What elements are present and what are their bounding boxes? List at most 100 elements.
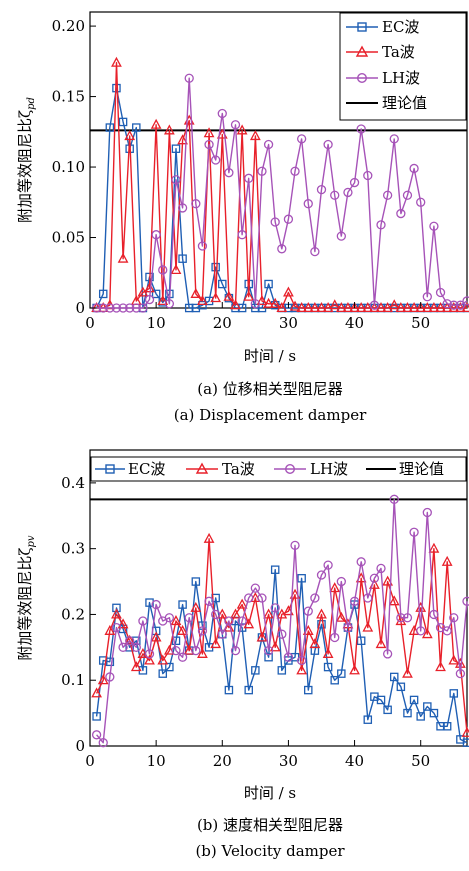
- data-point-lh-a: [303, 199, 313, 209]
- data-point-lh-b: [296, 655, 307, 666]
- data-point-ta-a: [190, 287, 202, 298]
- legend-b: EC波 Ta波 LH波 理论值: [90, 456, 467, 482]
- data-point-ta-a: [163, 124, 175, 135]
- plot-frame-b: [89, 449, 468, 747]
- series-line-lh-a: [96, 77, 468, 309]
- data-point-ta-a: [144, 282, 155, 293]
- data-point-ta-b: [322, 647, 334, 658]
- y-tick-label-a: 0: [75, 299, 85, 317]
- data-point-ec-b: [158, 669, 168, 678]
- data-point-ta-b: [435, 661, 446, 672]
- data-point-lh-b: [230, 645, 241, 656]
- data-point-ta-b: [203, 532, 215, 543]
- data-point-lh-a: [455, 300, 466, 310]
- data-point-ta-a: [349, 302, 360, 313]
- data-point-lh-a: [131, 303, 141, 313]
- caption-en-b: (b) Velocity damper: [195, 842, 345, 860]
- data-point-ta-b: [243, 618, 255, 629]
- data-point-ec-b: [171, 636, 181, 646]
- x-tick-label-a: 30: [279, 314, 298, 332]
- data-point-ec-b: [330, 675, 339, 685]
- series-group-b: [91, 494, 469, 748]
- data-point-lh-a: [323, 139, 333, 150]
- data-point-ta-b: [230, 608, 241, 619]
- data-point-ta-b: [441, 555, 453, 566]
- data-point-ta-b: [329, 582, 341, 593]
- data-point-ec-b: [376, 695, 386, 705]
- data-point-ec-a: [218, 279, 227, 289]
- data-point-lh-b: [244, 593, 254, 603]
- chart-displacement-damper: 0 10 20 30 40 50 0 0.05 0.10 0.15 0.20 EC波 Ta波 LH波…: [16, 11, 469, 424]
- data-point-lh-b: [91, 730, 102, 740]
- data-point-lh-a: [422, 292, 432, 302]
- data-point-ta-b: [111, 608, 122, 619]
- data-point-lh-b: [336, 576, 346, 587]
- data-point-ec-a: [151, 289, 161, 299]
- data-point-lh-a: [369, 300, 380, 310]
- data-point-ec-a: [118, 117, 128, 127]
- data-point-ta-a: [230, 299, 241, 310]
- data-point-lh-b: [429, 609, 439, 620]
- data-point-lh-b: [98, 738, 108, 748]
- data-point-lh-a: [237, 230, 247, 240]
- data-point-lh-a: [376, 220, 386, 230]
- data-point-lh-a: [356, 124, 366, 134]
- data-point-lh-a: [429, 221, 439, 231]
- legend-label-ta-b: Ta波: [222, 460, 255, 478]
- data-point-ta-b: [91, 687, 103, 698]
- data-point-ec-b: [449, 689, 459, 698]
- data-point-ta-a: [421, 302, 433, 313]
- data-point-lh-a: [296, 134, 307, 144]
- y-tick-label-a: 0.10: [52, 158, 85, 176]
- legend-label-ec-a: EC波: [382, 18, 419, 36]
- data-point-ta-a: [362, 302, 374, 313]
- data-point-ec-b: [429, 708, 439, 718]
- data-point-lh-a: [336, 231, 346, 241]
- data-point-lh-b: [197, 626, 208, 636]
- data-point-lh-a: [449, 300, 459, 310]
- data-point-ta-a: [335, 302, 347, 313]
- data-point-ta-b: [130, 661, 142, 672]
- data-point-ec-b: [363, 715, 373, 724]
- data-point-ec-b: [317, 620, 326, 629]
- data-point-lh-a: [316, 184, 327, 195]
- data-point-ta-a: [197, 294, 208, 306]
- data-point-ta-b: [263, 608, 274, 619]
- ticks-group-a: 0 10 20 30 40 50 0 0.05 0.10 0.15 0.20: [52, 17, 431, 332]
- data-point-ta-a: [454, 302, 466, 313]
- data-point-lh-b: [449, 613, 459, 623]
- data-point-lh-a: [105, 303, 115, 313]
- data-point-lh-a: [257, 166, 267, 176]
- data-point-ta-b: [170, 615, 182, 626]
- data-point-lh-a: [250, 299, 261, 309]
- data-point-ta-b: [335, 611, 347, 622]
- data-point-lh-b: [343, 622, 353, 633]
- data-point-lh-a: [442, 299, 452, 309]
- legend-item-theory-b: 理论值: [366, 460, 444, 478]
- data-point-lh-a: [283, 214, 294, 224]
- data-point-ec-b: [251, 666, 260, 675]
- data-point-lh-b: [191, 645, 201, 656]
- data-point-lh-b: [125, 636, 135, 646]
- data-point-lh-a: [138, 303, 148, 313]
- data-point-lh-b: [118, 642, 128, 652]
- data-point-lh-b: [402, 613, 413, 623]
- data-point-lh-b: [138, 616, 148, 626]
- data-point-lh-b: [455, 668, 466, 679]
- data-point-ec-b: [270, 565, 280, 574]
- data-point-ta-a: [276, 302, 288, 313]
- data-point-lh-a: [184, 73, 194, 83]
- data-point-lh-b: [349, 596, 360, 606]
- chart-velocity-damper: 0 10 20 30 40 50 0 0.1 0.2 0.3 0.4 EC波 Ta波 LH波 理论值: [16, 449, 469, 860]
- y-tick-label-a: 0.20: [52, 17, 85, 35]
- data-point-ta-a: [170, 263, 182, 274]
- data-point-ta-a: [415, 302, 427, 313]
- caption-zh-a: (a) 位移相关型阻尼器: [197, 380, 342, 398]
- data-point-ec-b: [304, 685, 313, 695]
- data-point-lh-a: [151, 230, 161, 240]
- data-point-ta-a: [355, 302, 367, 313]
- data-point-ec-b: [224, 685, 234, 695]
- data-point-ec-a: [264, 279, 273, 289]
- data-point-ta-a: [375, 302, 387, 313]
- data-point-ta-a: [369, 302, 380, 313]
